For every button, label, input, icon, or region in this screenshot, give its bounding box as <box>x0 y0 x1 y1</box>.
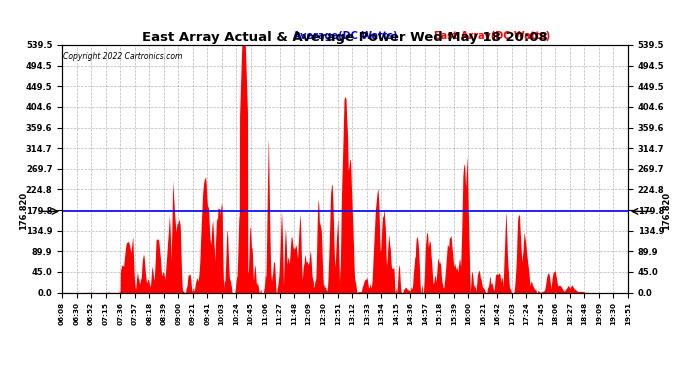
Text: 176.820: 176.820 <box>19 192 28 231</box>
Text: East Array(DC Watts): East Array(DC Watts) <box>434 32 550 41</box>
Text: 176.820: 176.820 <box>662 192 671 231</box>
Title: East Array Actual & Average Power Wed May 18 20:08: East Array Actual & Average Power Wed Ma… <box>142 31 548 44</box>
Text: Copyright 2022 Cartronics.com: Copyright 2022 Cartronics.com <box>63 53 183 62</box>
Text: Average(DC Watts): Average(DC Watts) <box>293 32 397 41</box>
